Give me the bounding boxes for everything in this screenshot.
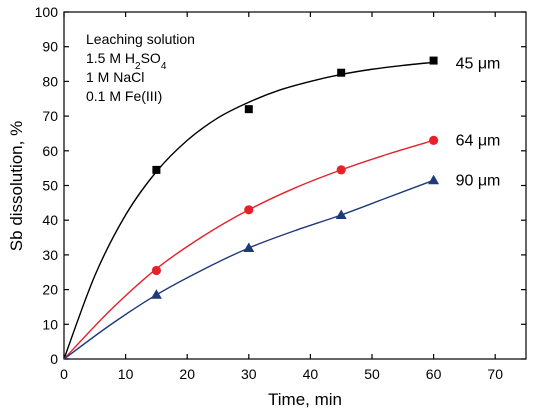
y-tick-label: 100: [35, 4, 59, 20]
data-point: [335, 209, 347, 219]
series-label: 45 μm: [456, 56, 501, 73]
data-point: [429, 56, 438, 65]
x-tick-label: 0: [60, 366, 68, 382]
x-tick-label: 10: [118, 366, 134, 382]
x-tick-label: 40: [303, 366, 319, 382]
series-layer: 45 μm 64 μm 90 μm: [63, 56, 501, 360]
series-0: 45 μm: [63, 56, 501, 360]
series-label: 64 μm: [456, 132, 501, 149]
data-point: [152, 165, 161, 174]
y-tick-label: 70: [42, 108, 58, 124]
x-tick-label: 30: [241, 366, 257, 382]
y-tick-label: 60: [42, 143, 58, 159]
y-tick-label: 10: [42, 316, 58, 332]
series-line: [63, 61, 434, 360]
x-axis-title: Time, min: [268, 390, 342, 409]
data-point: [337, 68, 346, 77]
y-tick-label: 30: [42, 247, 58, 263]
data-point: [151, 265, 161, 276]
data-point: [244, 105, 253, 114]
series-2: 90 μm: [63, 172, 501, 360]
x-axis-ticks: 0 10 20 30 40 50 60 70: [60, 12, 503, 382]
y-tick-label: 40: [42, 212, 58, 228]
y-axis-ticks: 0 10 20 30 40 50 60 70 80 90 100: [35, 4, 526, 367]
x-tick-label: 50: [364, 366, 380, 382]
data-point: [243, 242, 255, 252]
annotation-line: 0.1 M Fe(III): [86, 88, 162, 104]
data-point: [429, 135, 439, 145]
data-point: [244, 205, 254, 215]
annotation-line: Leaching solution: [86, 31, 195, 47]
data-point: [150, 289, 162, 299]
data-point: [428, 174, 440, 185]
series-label: 90 μm: [456, 172, 501, 189]
annotation-line: 1.5 M H2SO4: [86, 50, 167, 72]
x-tick-label: 20: [179, 366, 195, 382]
y-tick-label: 20: [42, 282, 58, 298]
x-tick-label: 60: [426, 366, 442, 382]
y-tick-label: 90: [42, 39, 58, 55]
y-axis-title: Sb dissolution, %: [7, 121, 26, 251]
x-tick-label: 70: [487, 366, 503, 382]
y-tick-label: 50: [42, 178, 58, 194]
series-1: 64 μm: [63, 132, 501, 360]
data-point: [336, 165, 346, 175]
y-tick-label: 80: [42, 73, 58, 89]
annotation-line: 1 M NaCl: [86, 69, 144, 85]
y-tick-label: 0: [50, 351, 58, 367]
